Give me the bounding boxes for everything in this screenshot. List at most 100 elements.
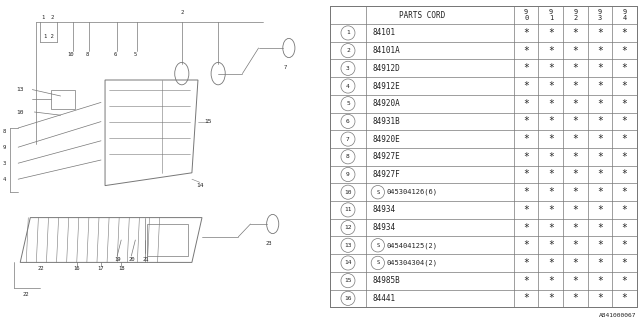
Text: S: S	[376, 243, 380, 248]
Text: 9: 9	[346, 172, 350, 177]
Text: 9
3: 9 3	[598, 10, 602, 21]
Text: *: *	[524, 134, 529, 144]
Text: *: *	[524, 240, 529, 250]
Text: S: S	[376, 190, 380, 195]
Text: *: *	[548, 293, 554, 303]
Text: 3: 3	[346, 66, 350, 71]
Text: 13: 13	[17, 87, 24, 92]
Text: 13: 13	[344, 243, 352, 248]
Text: 2: 2	[346, 48, 350, 53]
Text: 1: 1	[41, 15, 44, 20]
Text: *: *	[597, 240, 603, 250]
Text: *: *	[621, 170, 627, 180]
Text: *: *	[524, 187, 529, 197]
Text: *: *	[524, 170, 529, 180]
Text: *: *	[572, 99, 579, 109]
Text: 9
0: 9 0	[524, 10, 529, 21]
Text: *: *	[524, 28, 529, 38]
Text: *: *	[621, 99, 627, 109]
Text: 12: 12	[344, 225, 352, 230]
Text: 10: 10	[17, 109, 24, 115]
Text: *: *	[597, 134, 603, 144]
Text: *: *	[621, 81, 627, 91]
Text: 8: 8	[346, 154, 350, 159]
Text: *: *	[572, 240, 579, 250]
Text: *: *	[524, 223, 529, 233]
Text: *: *	[548, 152, 554, 162]
Text: *: *	[524, 293, 529, 303]
Text: *: *	[548, 81, 554, 91]
Text: *: *	[548, 134, 554, 144]
Text: *: *	[597, 99, 603, 109]
Text: 1: 1	[346, 30, 350, 36]
Text: A841000067: A841000067	[599, 313, 637, 318]
Text: *: *	[621, 46, 627, 56]
Text: 21: 21	[142, 257, 148, 262]
Text: 14: 14	[344, 260, 352, 266]
Text: 6: 6	[346, 119, 350, 124]
Text: 4: 4	[3, 177, 6, 182]
Text: 84912E: 84912E	[372, 82, 401, 91]
Text: 19: 19	[114, 257, 120, 262]
Text: 20: 20	[128, 257, 134, 262]
Text: 84441: 84441	[372, 294, 396, 303]
Text: 045304126(6): 045304126(6)	[386, 189, 437, 196]
Text: *: *	[572, 152, 579, 162]
Text: *: *	[524, 276, 529, 286]
Text: 9
2: 9 2	[573, 10, 577, 21]
Text: *: *	[597, 116, 603, 126]
Text: *: *	[548, 223, 554, 233]
Text: *: *	[621, 152, 627, 162]
Bar	[51, 90, 75, 109]
Text: *: *	[621, 28, 627, 38]
Text: 10: 10	[67, 52, 74, 57]
Text: *: *	[572, 205, 579, 215]
Text: *: *	[597, 28, 603, 38]
Text: *: *	[597, 63, 603, 73]
Text: *: *	[524, 116, 529, 126]
Text: 6: 6	[113, 52, 116, 57]
Text: 84101A: 84101A	[372, 46, 401, 55]
Text: *: *	[572, 187, 579, 197]
Text: 22: 22	[37, 266, 44, 271]
Text: 18: 18	[118, 266, 124, 271]
Text: 17: 17	[98, 266, 104, 271]
Text: *: *	[548, 116, 554, 126]
Text: 5: 5	[134, 52, 137, 57]
Text: *: *	[597, 187, 603, 197]
Text: 045404125(2): 045404125(2)	[386, 242, 437, 249]
Text: *: *	[572, 81, 579, 91]
Text: *: *	[548, 46, 554, 56]
Text: 9
4: 9 4	[623, 10, 627, 21]
Text: *: *	[572, 170, 579, 180]
Text: 84927E: 84927E	[372, 152, 401, 161]
Text: *: *	[621, 116, 627, 126]
Text: *: *	[572, 258, 579, 268]
Text: 8: 8	[85, 52, 88, 57]
Text: *: *	[597, 293, 603, 303]
Text: *: *	[572, 223, 579, 233]
Text: 22: 22	[23, 292, 29, 297]
Text: 3: 3	[3, 161, 6, 166]
Text: *: *	[597, 81, 603, 91]
Text: 2: 2	[180, 10, 184, 15]
Text: 15: 15	[204, 119, 212, 124]
Text: *: *	[572, 28, 579, 38]
Bar	[147, 224, 188, 256]
Text: 5: 5	[346, 101, 350, 106]
Text: 11: 11	[344, 207, 352, 212]
Text: *: *	[597, 152, 603, 162]
Text: *: *	[621, 276, 627, 286]
Text: *: *	[621, 187, 627, 197]
Text: *: *	[548, 99, 554, 109]
Text: *: *	[548, 276, 554, 286]
Text: *: *	[597, 276, 603, 286]
Text: 84985B: 84985B	[372, 276, 401, 285]
Text: *: *	[548, 240, 554, 250]
Text: *: *	[548, 63, 554, 73]
Text: *: *	[548, 170, 554, 180]
Text: *: *	[548, 205, 554, 215]
Text: 84931B: 84931B	[372, 117, 401, 126]
Text: *: *	[621, 63, 627, 73]
Text: *: *	[621, 223, 627, 233]
